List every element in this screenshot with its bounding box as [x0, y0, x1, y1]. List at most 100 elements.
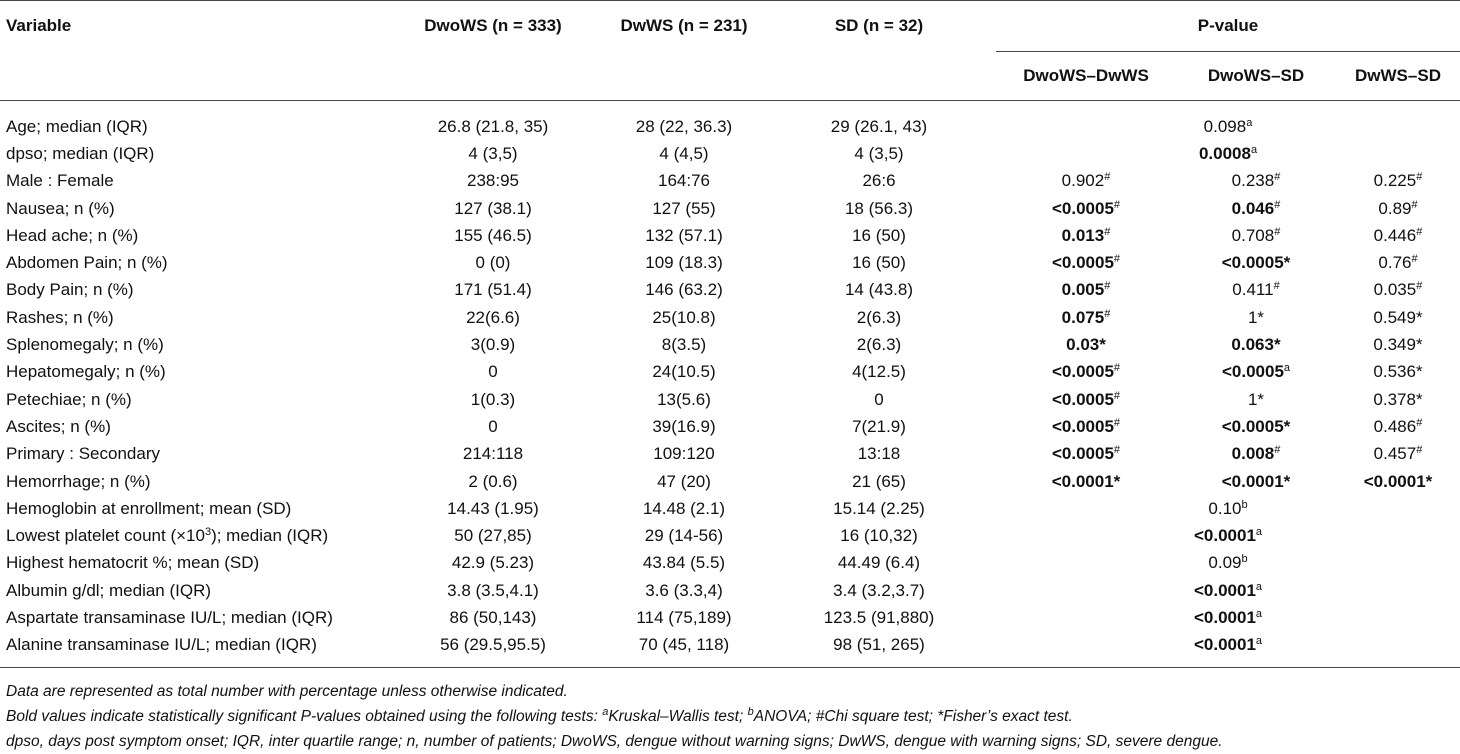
- p-value-text: 0.225: [1373, 171, 1417, 191]
- header-dwows: DwoWS (n = 333): [424, 16, 562, 36]
- p-value-text: 0.098: [1203, 116, 1247, 136]
- cell-p-dwows-sd: <0.0005*: [1176, 413, 1336, 440]
- cell-p-dwows-dwws: <0.0005#: [996, 386, 1176, 413]
- cell-sd: 14 (43.8): [844, 280, 914, 300]
- cell-p-dwows-dwws: 0.075#: [996, 304, 1176, 331]
- footnote-abbreviations: dpso, days post symptom onset; IQR, inte…: [6, 733, 1223, 750]
- cell-dwows: 155 (46.5): [454, 225, 532, 245]
- p-value-test-marker: #: [1113, 362, 1121, 375]
- cell-p-dwws-sd: <0.0001*: [1336, 468, 1460, 495]
- variable-label: Splenomegaly; n (%): [6, 335, 164, 355]
- row-variable: Splenomegaly; n (%): [0, 331, 380, 358]
- row-variable: Body Pain; n (%): [0, 277, 380, 304]
- row-variable: Hemoglobin at enrollment; mean (SD): [0, 495, 380, 522]
- row-variable: Nausea; n (%): [0, 195, 380, 222]
- cell-dwws: 3.6 (3.3,4): [645, 580, 723, 600]
- header-row: Variable DwoWS (n = 333) DwWS (n = 231) …: [0, 0, 1460, 52]
- cell-dwows: 14.43 (1.95): [447, 498, 539, 518]
- cell-sd: 3.4 (3.2,3.7): [833, 580, 925, 600]
- variable-label: Hepatomegaly; n (%): [6, 362, 166, 382]
- header-dwws: DwWS (n = 231): [620, 16, 748, 36]
- cell-sd: 2(6.3): [856, 307, 902, 327]
- p-value-test-marker: #: [1416, 280, 1423, 293]
- p-value-text: 1*: [1247, 389, 1265, 409]
- p-value-test-marker: #: [1104, 225, 1111, 238]
- p-value-text: 0.035: [1373, 280, 1417, 300]
- table-row: Ascites; n (%) 0 39(16.9) 7(21.9) <0.0005# <0…: [0, 413, 1460, 440]
- cell-p-overall: 0.09b: [996, 550, 1460, 577]
- cell-p-dwows-sd: 0.046#: [1176, 195, 1336, 222]
- p-value-test-marker: #: [1104, 280, 1111, 293]
- cell-dwows: 42.9 (5.23): [451, 553, 535, 573]
- table-row: Rashes; n (%) 22(6.6) 25(10.8) 2(6.3) 0.075#…: [0, 304, 1460, 331]
- variable-label: Abdomen Pain; n (%): [6, 253, 168, 273]
- subheader-empty: [0, 52, 380, 101]
- cell-dwows: 3(0.9): [470, 335, 516, 355]
- cell-sd: 16 (10,32): [840, 526, 918, 546]
- cell-dwws: 39(16.9): [652, 416, 716, 436]
- cell-dwws: 109:120: [653, 444, 715, 464]
- p-value-test-marker: #: [1411, 253, 1418, 266]
- table-row: dpso; median (IQR) 4 (3,5) 4 (4,5) 4 (3,5) 0…: [0, 140, 1460, 167]
- header-variable: Variable: [6, 16, 72, 36]
- cell-p-dwws-sd: 0.378*: [1336, 386, 1460, 413]
- variable-label: Hemoglobin at enrollment; mean (SD): [6, 498, 292, 518]
- row-variable: Ascites; n (%): [0, 413, 380, 440]
- p-value-text: <0.0001*: [1221, 471, 1291, 491]
- cell-p-dwows-sd: 0.238#: [1176, 168, 1336, 195]
- p-value-text: <0.0005: [1051, 198, 1114, 218]
- p-value-test-marker: a: [1250, 143, 1258, 156]
- cell-sd: 2(6.3): [856, 335, 902, 355]
- variable-label: Hemorrhage; n (%): [6, 471, 151, 491]
- p-value-test-marker: #: [1113, 416, 1121, 429]
- variable-label: Alanine transaminase IU/L; median (IQR): [6, 635, 317, 655]
- table-row: Age; median (IQR) 26.8 (21.8, 35) 28 (22, …: [0, 101, 1460, 141]
- footnote-anova: ANOVA;: [753, 708, 816, 725]
- cell-dwows: 127 (38.1): [454, 198, 532, 218]
- cell-p-dwws-sd: 0.89#: [1336, 195, 1460, 222]
- variable-label: Rashes; n (%): [6, 307, 114, 327]
- cell-dwws: 24(10.5): [652, 362, 716, 382]
- p-value-text: 0.446: [1373, 225, 1417, 245]
- cell-dwows: 238:95: [467, 171, 519, 191]
- p-value-text: 0.486: [1373, 416, 1417, 436]
- cell-sd: 123.5 (91,880): [823, 607, 935, 627]
- subheader-empty: [380, 52, 606, 101]
- cell-p-dwws-sd: 0.349*: [1336, 331, 1460, 358]
- p-value-text: 0.10: [1208, 498, 1242, 518]
- variable-label: Nausea; n (%): [6, 198, 115, 218]
- cell-dwws: 70 (45, 118): [638, 635, 730, 655]
- p-value-test-marker: a: [1283, 362, 1291, 375]
- row-variable: Hepatomegaly; n (%): [0, 359, 380, 386]
- p-value-test-marker: #: [1274, 444, 1281, 457]
- p-value-text: 1*: [1247, 307, 1265, 327]
- variable-label: dpso; median (IQR): [6, 143, 155, 163]
- variable-label: Ascites; n (%): [6, 416, 111, 436]
- cell-p-dwows-dwws: <0.0005#: [996, 249, 1176, 276]
- footnote-kruskal: Kruskal–Wallis test;: [608, 708, 748, 725]
- cell-p-overall: <0.0001a: [996, 522, 1460, 549]
- cell-sd: 15.14 (2.25): [833, 498, 925, 518]
- p-value-test-marker: a: [1255, 580, 1263, 593]
- variable-label: Lowest platelet count (×10: [6, 526, 205, 546]
- cell-p-dwws-sd: 0.035#: [1336, 277, 1460, 304]
- p-value-text: <0.0001: [1193, 635, 1256, 655]
- p-value-text: <0.0005*: [1221, 253, 1291, 273]
- cell-sd: 16 (50): [852, 253, 906, 273]
- table-row: Petechiae; n (%) 1(0.3) 13(5.6) 0 <0.0005# 1*…: [0, 386, 1460, 413]
- p-value-text: 0.0008: [1198, 143, 1251, 163]
- row-variable: Petechiae; n (%): [0, 386, 380, 413]
- cell-p-dwws-sd: 0.457#: [1336, 441, 1460, 468]
- table-row: Hemorrhage; n (%) 2 (0.6) 47 (20) 21 (65) <0…: [0, 468, 1460, 495]
- row-variable: Lowest platelet count (×103); median (IQ…: [0, 522, 380, 549]
- cell-sd: 16 (50): [852, 225, 906, 245]
- cell-p-overall: 0.0008a: [996, 140, 1460, 167]
- row-variable: Highest hematocrit %; mean (SD): [0, 550, 380, 577]
- cell-p-dwows-sd: 0.411#: [1176, 277, 1336, 304]
- p-value-text: 0.075: [1061, 307, 1105, 327]
- cell-dwws: 146 (63.2): [645, 280, 723, 300]
- cell-dwws: 114 (75,189): [636, 607, 732, 627]
- p-value-text: 0.09: [1208, 553, 1242, 573]
- p-value-text: 0.03*: [1066, 335, 1106, 355]
- row-variable: Hemorrhage; n (%): [0, 468, 380, 495]
